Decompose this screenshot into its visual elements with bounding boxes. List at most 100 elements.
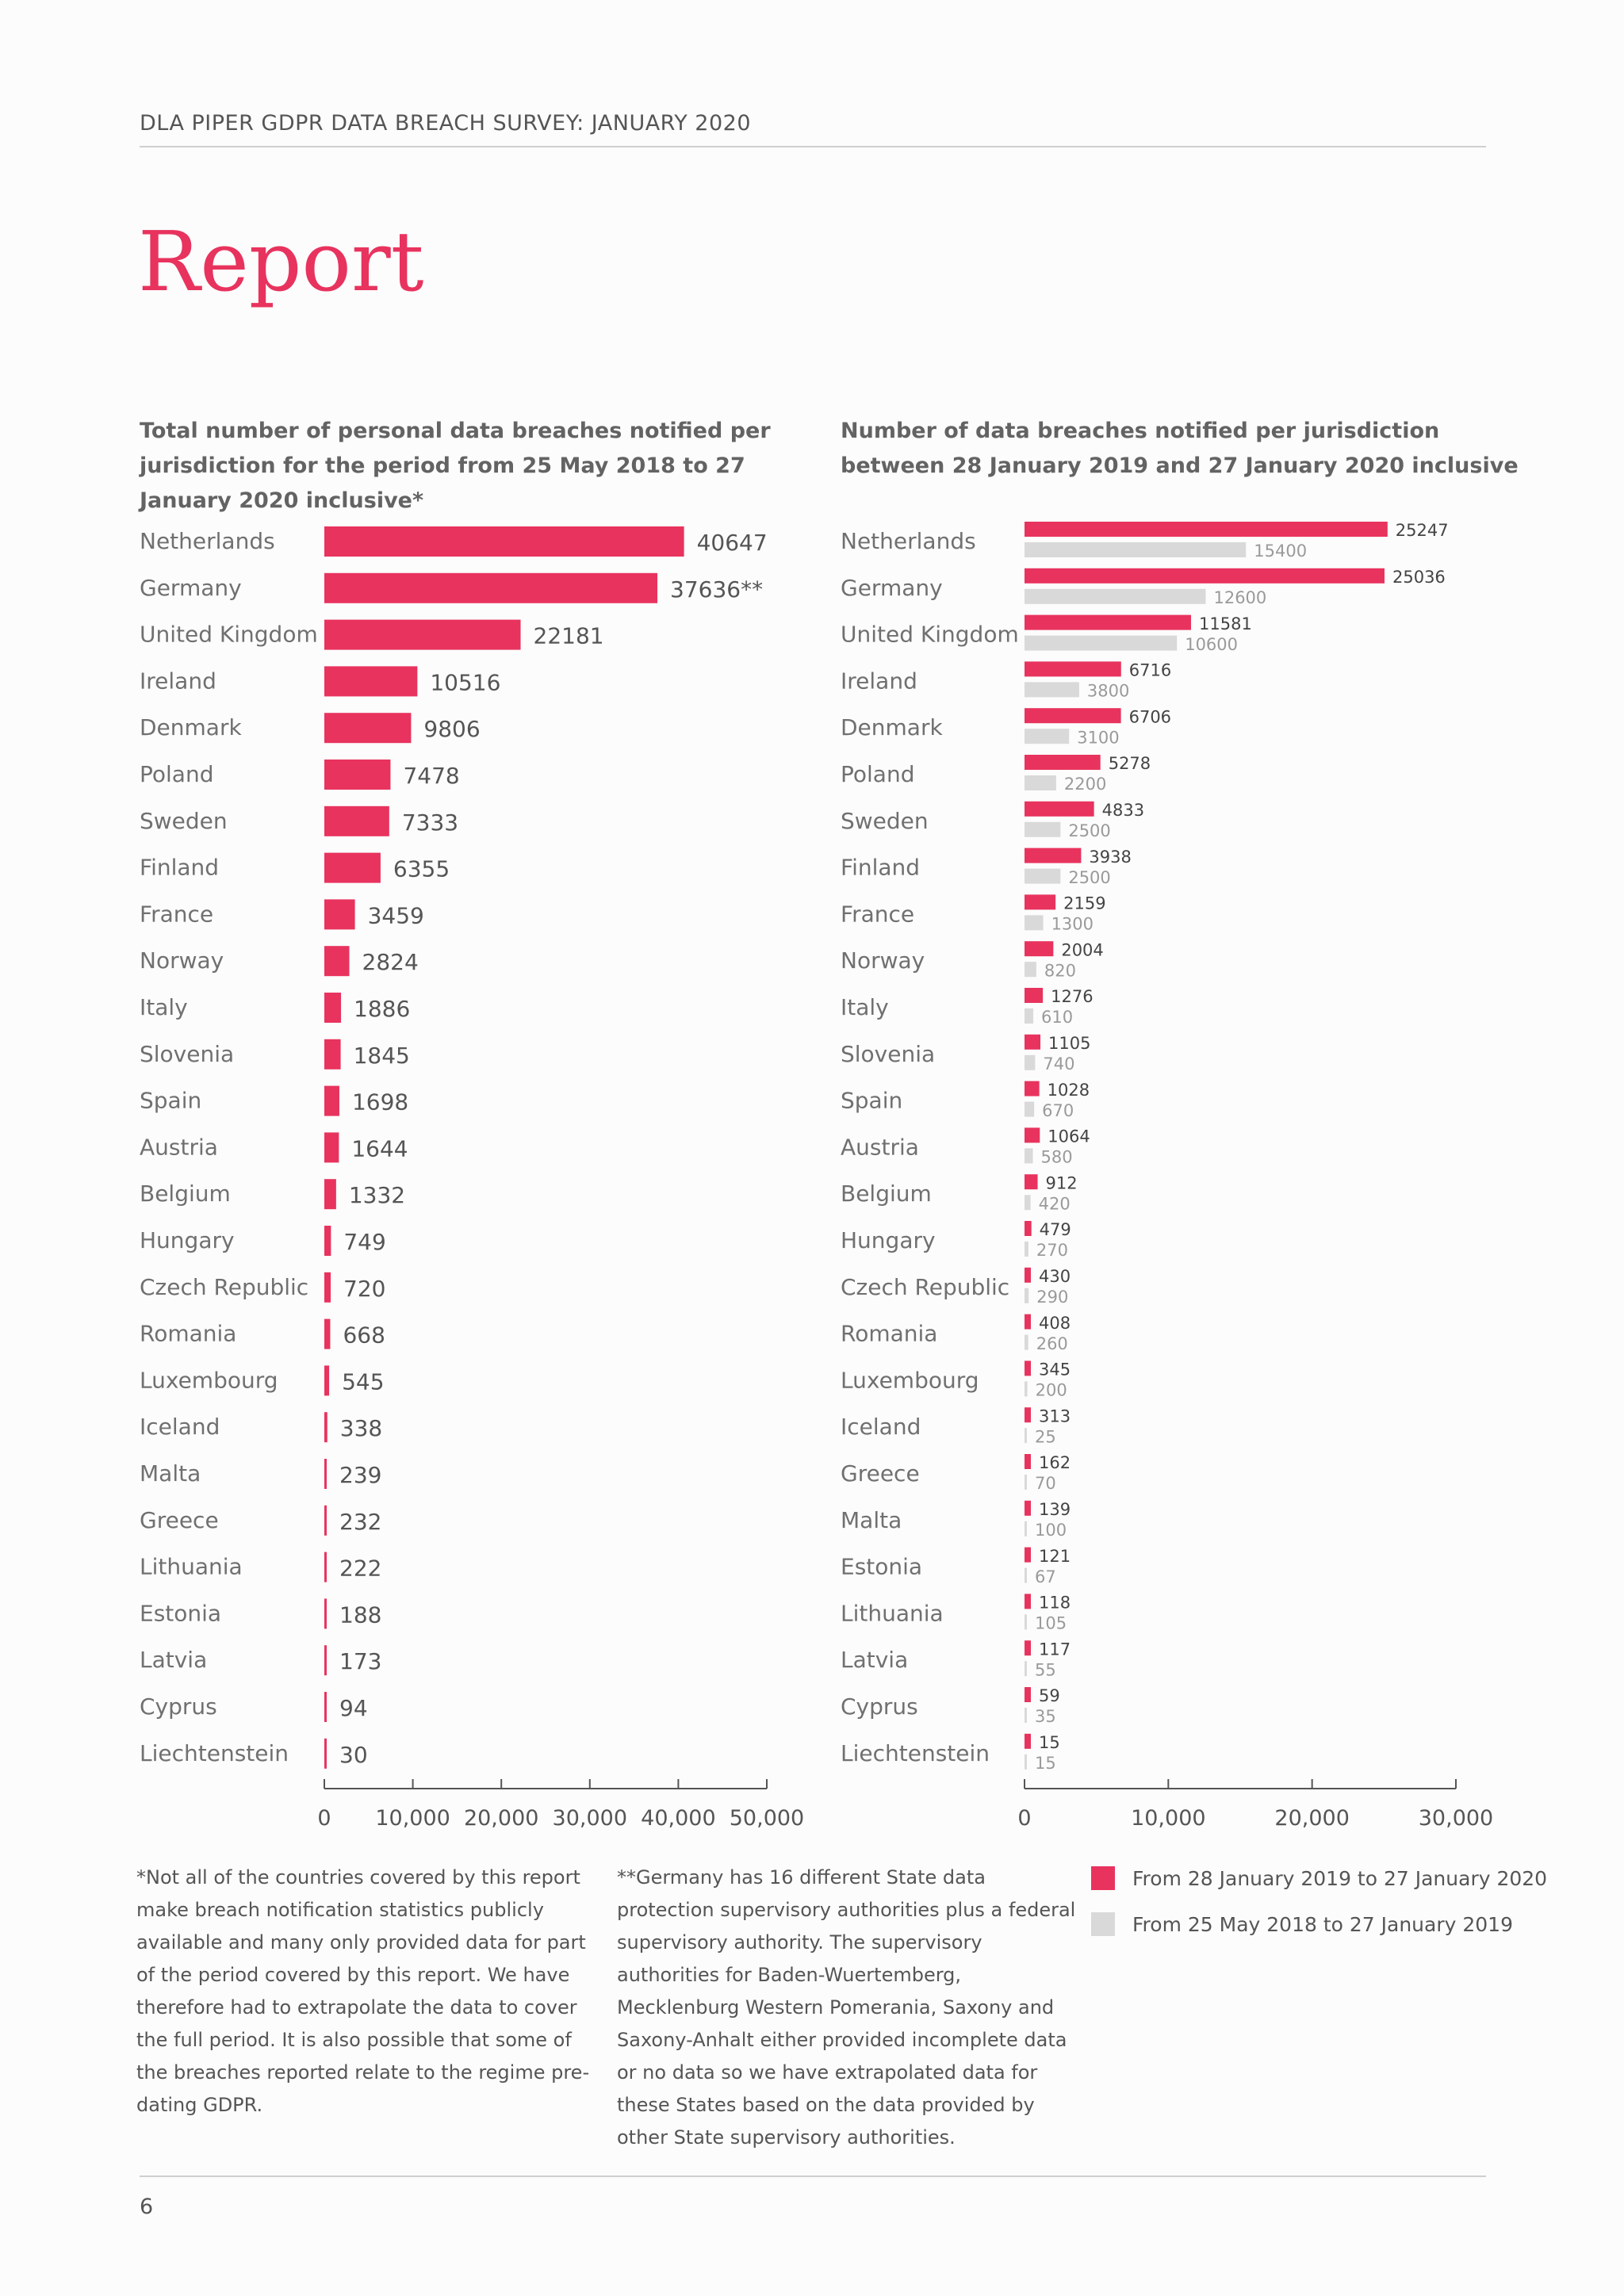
left-bar <box>324 1272 331 1303</box>
left-value-label: 668 <box>343 1322 385 1349</box>
page-number: 6 <box>140 2195 154 2219</box>
left-category-label: Spain <box>140 1088 201 1114</box>
right-bar-previous <box>1025 1754 1027 1770</box>
right-value-label-current: 430 <box>1039 1267 1071 1286</box>
right-category-label: Norway <box>841 947 925 974</box>
left-bar <box>324 713 412 744</box>
left-category-label: Lithuania <box>140 1554 243 1580</box>
right-value-label-previous: 670 <box>1042 1101 1074 1120</box>
right-value-label-previous: 3100 <box>1077 728 1119 747</box>
legend-swatch-previous <box>1091 1912 1115 1936</box>
left-value-label: 7333 <box>402 809 458 836</box>
footer-divider <box>140 2175 1486 2177</box>
right-category-label: Finland <box>841 855 920 881</box>
right-bar-previous <box>1025 1288 1029 1303</box>
left-bar <box>324 1085 339 1116</box>
right-value-label-previous: 15 <box>1035 1754 1056 1773</box>
left-bar <box>324 1179 336 1210</box>
right-bar-previous <box>1025 1381 1028 1397</box>
right-bar-current <box>1025 1640 1031 1656</box>
right-x-tick-label: 0 <box>1017 1806 1031 1831</box>
right-value-label-current: 2159 <box>1063 894 1105 913</box>
right-bar-current <box>1025 1267 1031 1283</box>
left-x-tick-label: 0 <box>317 1806 331 1831</box>
right-value-label-previous: 100 <box>1035 1521 1067 1540</box>
right-category-label: Netherlands <box>841 528 976 554</box>
right-category-label: Spain <box>841 1088 902 1114</box>
left-value-label: 1332 <box>349 1182 405 1208</box>
left-category-label: Sweden <box>140 808 228 834</box>
right-bar-current <box>1025 1360 1031 1376</box>
left-category-label: Romania <box>140 1321 236 1347</box>
right-bar-current <box>1025 801 1094 817</box>
left-value-label: 1886 <box>354 996 410 1022</box>
left-bar <box>324 760 391 790</box>
left-value-label: 239 <box>339 1462 381 1488</box>
right-bar-previous <box>1025 1475 1027 1490</box>
left-value-label: 545 <box>342 1368 384 1395</box>
right-bar-previous <box>1025 1008 1034 1024</box>
left-bar <box>324 1505 327 1536</box>
left-x-tick-label: 50,000 <box>730 1806 804 1831</box>
left-bar <box>324 852 381 883</box>
right-value-label-previous: 270 <box>1036 1241 1068 1260</box>
right-category-label: Germany <box>841 575 943 601</box>
right-chart-title: Number of data breaches notified per jur… <box>841 419 1519 478</box>
right-category-label: Denmark <box>841 714 943 740</box>
right-bar-current <box>1025 1034 1041 1050</box>
header-divider <box>140 146 1486 147</box>
left-bar <box>324 1692 327 1722</box>
right-bar-previous <box>1025 1054 1036 1070</box>
right-bar-current <box>1025 1454 1031 1469</box>
right-bar-current <box>1025 1547 1031 1563</box>
left-value-label: 7478 <box>403 763 459 789</box>
right-category-label: Latvia <box>841 1647 908 1673</box>
left-category-label: Poland <box>140 761 213 787</box>
right-category-label: Poland <box>841 761 914 787</box>
right-bar-previous <box>1025 1708 1027 1723</box>
right-value-label-previous: 2500 <box>1068 821 1110 840</box>
right-bar-previous <box>1025 775 1056 790</box>
right-value-label-current: 6716 <box>1129 661 1171 680</box>
right-value-label-current: 479 <box>1040 1220 1071 1239</box>
charts-canvas: Netherlands 40647 Germany 37636** United Kin… <box>140 521 1493 1831</box>
right-value-label-previous: 70 <box>1035 1474 1056 1493</box>
right-value-label-current: 59 <box>1039 1686 1060 1705</box>
left-category-label: Ireland <box>140 668 216 694</box>
right-bar-current <box>1025 1174 1038 1190</box>
footnote-asterisk: *Not all of the countries covered by thi… <box>136 1866 590 2116</box>
left-category-label: Belgium <box>140 1181 231 1207</box>
right-category-label: Liechtenstein <box>841 1740 990 1766</box>
left-category-label: Czech Republic <box>140 1274 308 1300</box>
left-category-label: Greece <box>140 1507 219 1533</box>
left-value-label: 37636** <box>670 576 763 603</box>
right-value-label-previous: 12600 <box>1213 588 1266 607</box>
left-category-label: Germany <box>140 575 242 601</box>
right-value-label-current: 25247 <box>1396 521 1449 540</box>
left-category-label: Austria <box>140 1134 218 1160</box>
right-bar-current <box>1025 894 1056 910</box>
left-value-label: 232 <box>339 1509 381 1535</box>
right-category-label: United Kingdom <box>841 622 1019 648</box>
right-value-label-current: 2004 <box>1061 940 1103 959</box>
right-bar-previous <box>1025 1195 1031 1211</box>
left-bar <box>324 1738 327 1769</box>
right-bar-current <box>1025 848 1082 863</box>
left-value-label: 94 <box>339 1695 368 1721</box>
left-category-label: Netherlands <box>140 528 275 554</box>
right-category-label: Malta <box>841 1507 902 1533</box>
footnote-germany: **Germany has 16 different State data pr… <box>617 1866 1076 2149</box>
left-bar <box>324 1039 341 1070</box>
right-category-label: Hungary <box>841 1227 936 1253</box>
left-value-label: 30 <box>339 1742 368 1768</box>
legend-item-previous: From 25 May 2018 to 27 January 2019 <box>1091 1912 1513 1936</box>
right-bar-current <box>1025 522 1388 537</box>
right-value-label-previous: 25 <box>1035 1427 1056 1446</box>
page-title: Report <box>138 213 424 310</box>
left-bar <box>324 526 684 557</box>
right-category-label: Greece <box>841 1460 920 1487</box>
left-value-label: 10516 <box>430 669 500 695</box>
left-value-label: 222 <box>339 1556 381 1582</box>
right-value-label-current: 117 <box>1039 1640 1071 1659</box>
right-bar-current <box>1025 614 1192 630</box>
